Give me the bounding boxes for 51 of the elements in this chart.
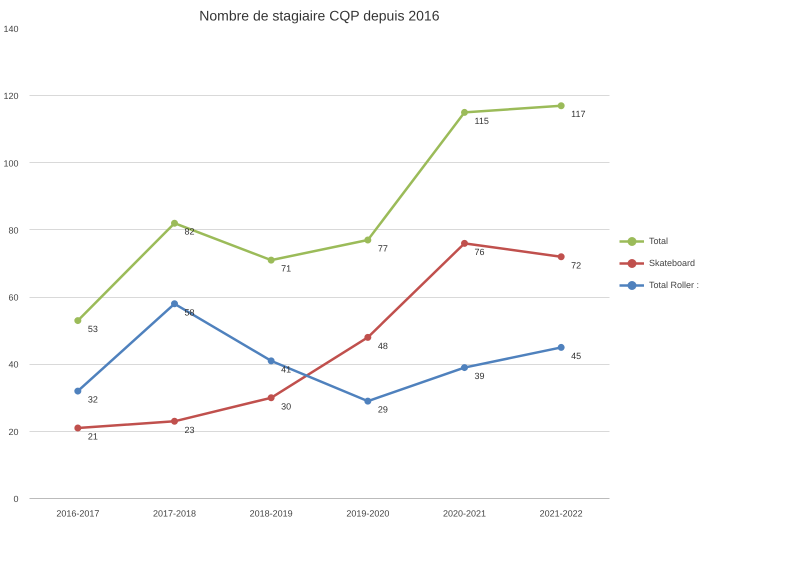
data-label: 29 (378, 404, 388, 415)
legend-label: Skateboard (649, 258, 696, 268)
data-label: 117 (571, 109, 586, 120)
point (558, 102, 565, 110)
point (268, 394, 275, 402)
data-label: 30 (281, 401, 292, 412)
point (171, 220, 178, 227)
point (268, 357, 275, 364)
x-tick-label: 2016-2017 (56, 508, 100, 518)
x-tick-label: 2017-2018 (152, 508, 196, 518)
data-label: 76 (474, 246, 485, 257)
point (461, 364, 468, 372)
point (171, 418, 178, 425)
data-label: 32 (88, 394, 98, 405)
point (558, 344, 565, 351)
y-tick-label: 60 (8, 292, 19, 303)
point (364, 398, 372, 405)
chart-title: Nombre de stagiaire CQP depuis 2016 (199, 8, 440, 24)
legend-label: Total Roller : (649, 280, 700, 290)
data-label: 23 (184, 424, 195, 435)
y-tick-label: 100 (3, 158, 19, 168)
point (171, 300, 178, 308)
point (461, 240, 468, 247)
point (364, 236, 372, 244)
data-label: 48 (378, 340, 388, 351)
data-label: 21 (88, 432, 98, 442)
point (74, 388, 82, 395)
data-label: 77 (378, 244, 388, 254)
y-tick-label: 20 (8, 426, 19, 437)
data-label: 45 (571, 350, 582, 361)
x-tick-label: 2019-2020 (346, 508, 390, 518)
point (461, 108, 468, 116)
point (268, 256, 275, 264)
data-label: 115 (474, 116, 489, 126)
x-tick-label: 2021-2022 (540, 508, 583, 518)
y-tick-label: 40 (8, 360, 19, 370)
legend-label: Total (649, 236, 669, 246)
y-tick-label: 80 (8, 225, 19, 236)
data-label: 39 (474, 371, 485, 382)
point (74, 424, 82, 432)
y-tick-label: 120 (3, 91, 19, 102)
y-tick-label: 140 (3, 24, 19, 34)
data-label: 53 (88, 324, 98, 334)
x-tick-label: 2018-2019 (250, 508, 293, 518)
point (74, 317, 82, 324)
y-tick-label: 0 (13, 494, 19, 504)
x-tick-label: 2020-2021 (442, 508, 486, 518)
point (364, 334, 372, 341)
data-label: 72 (571, 260, 582, 270)
point (558, 253, 565, 260)
data-label: 71 (281, 264, 292, 274)
